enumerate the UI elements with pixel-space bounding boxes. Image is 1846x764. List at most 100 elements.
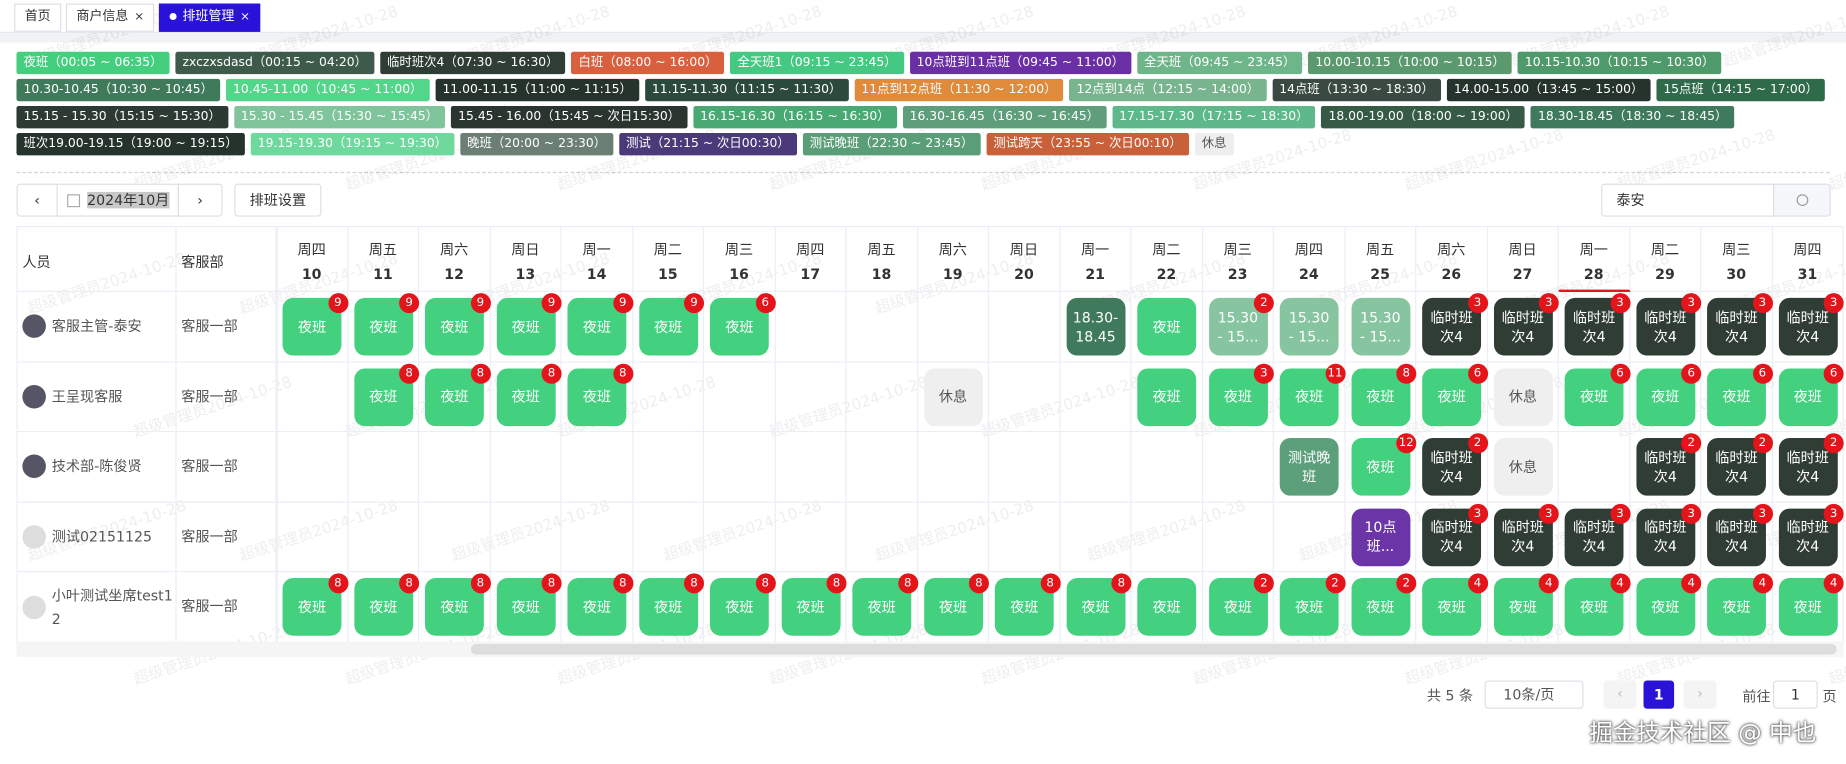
shift-block[interactable]: 夜班 [1422, 578, 1482, 637]
schedule-cell[interactable]: 18.30-18.45 [1060, 291, 1132, 363]
schedule-cell[interactable] [917, 291, 989, 363]
schedule-cell[interactable]: 夜班 9 [561, 291, 633, 363]
schedule-cell[interactable]: 夜班 [1131, 291, 1203, 363]
schedule-cell[interactable]: 夜班 8 [775, 572, 847, 643]
schedule-cell[interactable]: 临时班次4 3 [1629, 502, 1702, 573]
schedule-cell[interactable] [347, 432, 420, 503]
next-month[interactable]: › [177, 183, 223, 217]
prev-page[interactable]: ‹ [1603, 680, 1637, 709]
schedule-cell[interactable] [988, 291, 1061, 363]
schedule-cell[interactable] [276, 502, 348, 573]
schedule-cell[interactable]: 临时班次4 2 [1416, 432, 1488, 503]
next-page[interactable]: › [1683, 680, 1717, 709]
schedule-cell[interactable]: 夜班 [1131, 362, 1203, 433]
schedule-cell[interactable]: 10点班... [1345, 502, 1417, 573]
schedule-cell[interactable]: 夜班 8 [704, 572, 776, 643]
schedule-cell[interactable] [704, 362, 776, 433]
schedule-cell[interactable] [775, 432, 847, 503]
schedule-cell[interactable]: 夜班 4 [1629, 572, 1702, 643]
schedule-cell[interactable]: 临时班次4 3 [1487, 291, 1559, 363]
shift-block[interactable]: 临时班次4 [1493, 508, 1553, 567]
schedule-cell[interactable] [775, 362, 847, 433]
schedule-cell[interactable]: 临时班次4 2 [1629, 432, 1702, 503]
schedule-cell[interactable]: 临时班次4 2 [1772, 432, 1844, 503]
schedule-cell[interactable] [846, 432, 918, 503]
shift-block[interactable]: 夜班 [353, 368, 413, 426]
schedule-cell[interactable]: 临时班次4 3 [1558, 291, 1630, 363]
schedule-cell[interactable] [917, 502, 989, 573]
schedule-cell[interactable]: 夜班 8 [276, 572, 348, 643]
shift-block[interactable]: 夜班 [1137, 578, 1197, 637]
schedule-cell[interactable]: 夜班 8 [1345, 362, 1417, 433]
shift-block[interactable]: 18.30-18.45 [1066, 297, 1125, 356]
schedule-cell[interactable] [846, 362, 918, 433]
schedule-cell[interactable]: 夜班 8 [419, 362, 491, 433]
schedule-cell[interactable] [490, 502, 562, 573]
shift-block[interactable]: 15.30 - 15... [1208, 297, 1268, 356]
schedule-cell[interactable]: 夜班 6 [704, 291, 776, 363]
schedule-settings[interactable]: 排班设置 [234, 183, 322, 217]
schedule-cell[interactable] [1558, 432, 1630, 503]
schedule-cell[interactable] [988, 502, 1061, 573]
schedule-cell[interactable]: 夜班 [1131, 572, 1203, 643]
shift-block[interactable]: 夜班 [1137, 297, 1197, 356]
search-input[interactable]: 泰安 [1601, 183, 1775, 217]
shift-chip[interactable]: 19.15-19.30（19:15 ~ 19:30） [250, 133, 455, 156]
schedule-cell[interactable]: 夜班 6 [1416, 362, 1488, 433]
schedule-cell[interactable]: 夜班 4 [1701, 572, 1773, 643]
schedule-cell[interactable]: 夜班 2 [1273, 572, 1346, 643]
schedule-cell[interactable]: 临时班次4 3 [1701, 502, 1773, 573]
tab-close[interactable]: × [134, 10, 145, 24]
shift-chip[interactable]: 12点到14点（12:15 ~ 14:00） [1069, 78, 1267, 102]
shift-chip[interactable]: 班次19.00-19.15（19:00 ~ 19:15） [16, 133, 245, 156]
shift-block[interactable]: 夜班 [496, 297, 556, 356]
page-size[interactable]: 10条/页 [1484, 680, 1584, 709]
schedule-cell[interactable]: 夜班 8 [917, 572, 989, 643]
schedule-cell[interactable] [846, 502, 918, 573]
schedule-cell[interactable] [846, 291, 918, 363]
month-picker[interactable]: 2024年10月 [56, 183, 179, 217]
schedule-cell[interactable]: 夜班 4 [1772, 572, 1844, 643]
shift-chip[interactable]: 10.30-10.45（10:30 ~ 10:45） [16, 78, 221, 102]
schedule-cell[interactable] [276, 362, 348, 433]
shift-block[interactable]: 夜班 [1635, 368, 1695, 426]
shift-chip[interactable]: 16.30-16.45（16:30 ~ 16:45） [902, 105, 1107, 129]
shift-block[interactable]: 15.30 - 15... [1279, 297, 1339, 356]
shift-block[interactable]: 夜班 [1493, 578, 1553, 637]
shift-block[interactable]: 临时班次4 [1778, 508, 1838, 567]
shift-block[interactable]: 测试晚班 [1279, 438, 1339, 496]
schedule-cell[interactable]: 夜班 6 [1558, 362, 1630, 433]
shift-block[interactable]: 休息 [923, 368, 983, 426]
shift-chip[interactable]: 16.15-16.30（16:15 ~ 16:30） [693, 105, 897, 129]
prev-month[interactable]: ‹ [16, 183, 58, 217]
shift-chip[interactable]: 15点班（14:15 ~ 17:00） [1656, 78, 1826, 102]
shift-block[interactable]: 10点班... [1350, 508, 1410, 567]
schedule-cell[interactable] [1131, 502, 1203, 573]
schedule-cell[interactable] [1131, 432, 1203, 503]
schedule-cell[interactable] [704, 502, 776, 573]
shift-chip[interactable]: 夜班（00:05 ~ 06:35） [16, 51, 170, 75]
schedule-cell[interactable] [347, 502, 420, 573]
shift-chip[interactable]: 10点班到11点班（09:45 ~ 11:00） [909, 51, 1132, 75]
schedule-cell[interactable]: 夜班 2 [1345, 572, 1417, 643]
schedule-cell[interactable]: 夜班 8 [419, 572, 491, 643]
schedule-cell[interactable]: 夜班 6 [1629, 362, 1702, 433]
schedule-cell[interactable]: 临时班次4 3 [1416, 291, 1488, 363]
schedule-cell[interactable] [490, 432, 562, 503]
goto-input[interactable]: 1 [1773, 680, 1818, 709]
schedule-cell[interactable]: 夜班 8 [490, 362, 562, 433]
shift-block[interactable]: 临时班次4 [1707, 297, 1766, 356]
shift-block[interactable]: 休息 [1493, 368, 1553, 426]
schedule-cell[interactable] [988, 362, 1061, 433]
shift-chip[interactable]: 全天班（09:45 ~ 23:45） [1137, 51, 1303, 75]
shift-block[interactable]: 夜班 [567, 578, 627, 637]
schedule-cell[interactable]: 15.30 - 15... 2 [1202, 291, 1274, 363]
schedule-cell[interactable]: 临时班次4 3 [1772, 502, 1844, 573]
search-button[interactable] [1773, 183, 1831, 217]
schedule-cell[interactable]: 夜班 8 [347, 362, 420, 433]
schedule-cell[interactable]: 临时班次4 3 [1772, 291, 1844, 363]
schedule-cell[interactable]: 夜班 12 [1345, 432, 1417, 503]
shift-chip[interactable]: 10.00-10.15（10:00 ~ 10:15） [1308, 51, 1512, 75]
shift-block[interactable]: 临时班次4 [1422, 508, 1482, 567]
shift-chip[interactable]: 白班（08:00 ~ 16:00） [571, 51, 725, 75]
